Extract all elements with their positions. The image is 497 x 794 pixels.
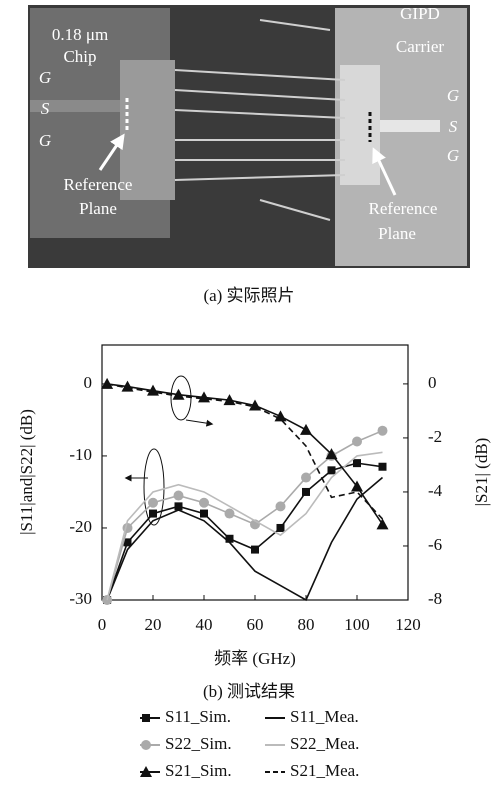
y-tick-label: -10 [69, 445, 92, 464]
marker [352, 436, 362, 447]
y2-tick-label: -4 [428, 481, 443, 500]
photo-label: G [39, 131, 51, 150]
photo-label: S [449, 117, 458, 136]
arrow [372, 147, 397, 196]
marker [147, 384, 159, 396]
series-line [106, 462, 383, 601]
photo-label: S [41, 99, 50, 118]
marker [300, 423, 312, 435]
series-line [106, 383, 384, 525]
marker [351, 480, 363, 492]
y-tick-label: -30 [69, 589, 92, 608]
y2-tick-label: 0 [428, 373, 437, 392]
carrier-line [380, 120, 440, 132]
bond-wires [174, 19, 346, 221]
marker [123, 538, 132, 547]
legend-label: S21_Sim. [165, 761, 232, 780]
photo-label: Reference [369, 199, 438, 218]
photo-label: G [447, 146, 459, 165]
marker [173, 490, 184, 501]
marker [353, 459, 361, 468]
marker [276, 523, 285, 532]
marker [275, 501, 286, 512]
marker [274, 410, 287, 422]
marker [225, 534, 234, 543]
marker [325, 448, 338, 460]
marker [301, 472, 311, 483]
plot-frame [101, 344, 409, 601]
annotation-arrow [185, 419, 214, 427]
x-tick-label: 0 [98, 615, 107, 634]
photo-label: Reference [64, 175, 133, 194]
series-line [106, 451, 383, 601]
marker [378, 462, 387, 471]
legend-label: S22_Sim. [165, 734, 232, 753]
caption: (a) 实际照片 [203, 286, 294, 305]
chip-pads [120, 60, 175, 200]
chip-line [30, 100, 120, 112]
marker [200, 509, 208, 518]
marker [327, 466, 336, 475]
legend-label: S21_Mea. [290, 761, 359, 780]
x-tick-label: 100 [344, 615, 370, 634]
x-tick-label: 20 [145, 615, 162, 634]
x-tick-label: 80 [298, 615, 315, 634]
x-tick-label: 40 [196, 615, 213, 634]
legend-label: S11_Mea. [290, 707, 359, 726]
y-tick-label: 0 [84, 373, 93, 392]
x-tick-label: 120 [395, 615, 421, 634]
photo-label: G [447, 86, 459, 105]
y2-tick-label: -2 [428, 427, 442, 446]
caption: (b) 测试结果 [203, 682, 295, 701]
legend-marker [140, 766, 152, 777]
photo-label: Carrier [396, 37, 444, 56]
marker [148, 497, 158, 508]
y2-axis-label: |S21| (dB) [472, 438, 491, 507]
photo-label: Plane [378, 224, 416, 243]
marker [224, 508, 235, 519]
marker [376, 518, 389, 530]
y-axis-label: |S11|and|S22| (dB) [17, 409, 36, 535]
legend-label: S11_Sim. [165, 707, 231, 726]
marker [251, 545, 259, 554]
carrier-pads [340, 65, 380, 185]
marker [302, 487, 310, 496]
photo-label: GIPD [400, 4, 440, 23]
annotation-ellipse [143, 448, 165, 526]
legend-marker [142, 714, 150, 722]
y-tick-label: -20 [69, 517, 92, 536]
series-line [106, 383, 384, 520]
photo: 0.18 μmChipGSGReferencePlaneGIPDCarrierG… [28, 4, 470, 268]
marker [101, 377, 114, 389]
marker [199, 497, 209, 508]
marker [377, 425, 388, 436]
marker [223, 394, 236, 406]
y2-tick-label: -8 [428, 589, 442, 608]
photo-label: G [39, 68, 51, 87]
y2-tick-label: -6 [428, 535, 442, 554]
photo-label: Plane [79, 199, 117, 218]
x-tick-label: 60 [247, 615, 264, 634]
photo-label: 0.18 μm [52, 25, 108, 44]
marker [174, 502, 183, 511]
legend-marker [141, 740, 151, 750]
x-axis-label: 频率 (GHz) [214, 649, 296, 668]
photo-label: Chip [63, 47, 96, 66]
legend-label: S22_Mea. [290, 734, 359, 753]
series-line [106, 476, 384, 602]
arrow [98, 133, 125, 171]
marker [149, 509, 157, 518]
